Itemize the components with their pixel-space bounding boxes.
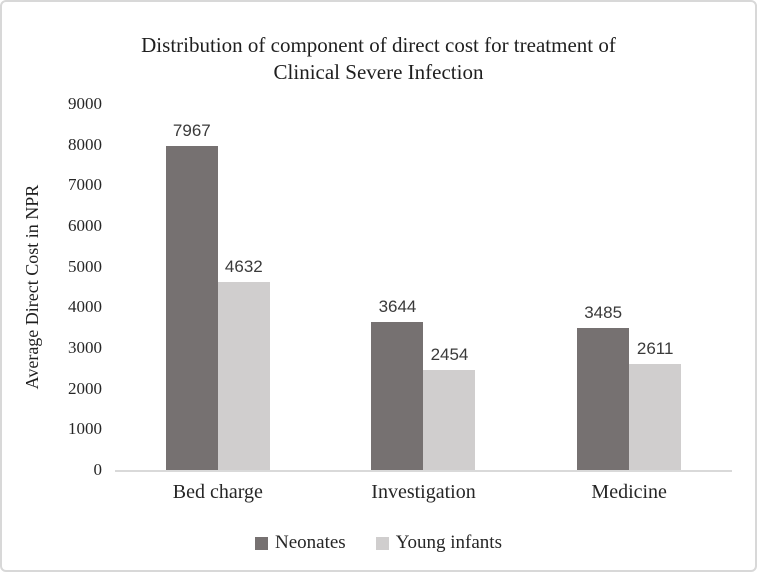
data-label-neonates-medicine: 3485 <box>584 303 623 323</box>
chart-title-line1: Distribution of component of direct cost… <box>141 33 616 57</box>
bar-column: 2454 <box>423 104 476 470</box>
legend-item-neonates: Neonates <box>255 532 346 554</box>
legend-item-young-infants: Young infants <box>375 532 502 554</box>
data-label-young-infants-medicine: 2611 <box>636 338 674 358</box>
y-axis: 9000 8000 7000 6000 5000 4000 3000 2000 … <box>2 2 103 570</box>
bar-column: 2611 <box>629 104 682 470</box>
data-label-young-infants-investigation: 2454 <box>430 345 469 365</box>
x-axis-labels: Bed charge Investigation Medicine <box>115 480 732 504</box>
y-tick-8000: 8000 <box>68 135 102 154</box>
bar-column: 7967 <box>165 104 218 470</box>
legend-swatch-neonates <box>255 536 268 550</box>
y-tick-4000: 4000 <box>68 297 102 316</box>
y-tick-2000: 2000 <box>68 379 102 398</box>
y-tick-1000: 1000 <box>68 419 102 438</box>
y-tick-9000: 9000 <box>68 94 102 113</box>
category-label-medicine: Medicine <box>591 481 667 503</box>
bar-young-infants-bed-charge <box>217 281 270 470</box>
legend-swatch-young-infants <box>375 536 389 550</box>
bar-group-investigation: 3644 2454 <box>371 104 476 470</box>
y-tick-7000: 7000 <box>68 175 102 194</box>
category-label-investigation: Investigation <box>371 481 476 503</box>
plot-area: 7967 4632 3644 2454 3485 <box>115 104 732 470</box>
bar-column: 3485 <box>577 104 630 470</box>
y-tick-0: 0 <box>93 460 103 479</box>
bar-group-bed-charge: 7967 4632 <box>165 104 270 470</box>
data-label-neonates-investigation: 3644 <box>378 296 417 316</box>
data-label-young-infants-bed-charge: 4632 <box>224 256 263 276</box>
bar-neonates-bed-charge <box>165 146 218 470</box>
chart-title-line2: Clinical Severe Infection <box>273 60 484 84</box>
bar-neonates-investigation <box>371 321 424 470</box>
bar-column: 4632 <box>217 104 270 470</box>
y-tick-3000: 3000 <box>68 338 102 357</box>
legend-label-young-infants: Young infants <box>395 532 502 553</box>
bar-column: 3644 <box>371 104 424 470</box>
data-label-neonates-bed-charge: 7967 <box>172 121 211 141</box>
chart-title: Distribution of component of direct cost… <box>2 32 755 86</box>
legend: Neonates Young infants <box>2 532 755 554</box>
bar-neonates-medicine <box>577 328 630 470</box>
legend-label-neonates: Neonates <box>275 532 346 553</box>
category-label-bed-charge: Bed charge <box>172 481 263 503</box>
bar-young-infants-medicine <box>629 363 682 470</box>
x-axis-line <box>115 470 732 472</box>
bar-young-infants-investigation <box>423 370 476 470</box>
bar-group-medicine: 3485 2611 <box>577 104 682 470</box>
y-tick-5000: 5000 <box>68 257 102 276</box>
y-tick-6000: 6000 <box>68 216 102 235</box>
